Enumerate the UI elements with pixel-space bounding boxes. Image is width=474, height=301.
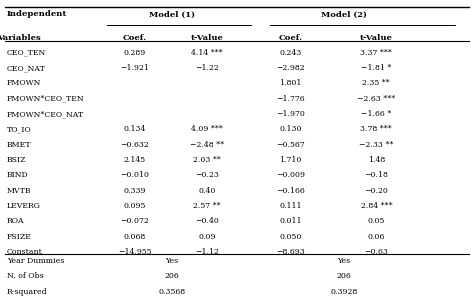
- Text: 0.011: 0.011: [279, 217, 301, 225]
- Text: −1.81 *: −1.81 *: [361, 64, 392, 72]
- Text: 4.14 ***: 4.14 ***: [191, 49, 223, 57]
- Text: ROA: ROA: [7, 217, 25, 225]
- Text: Model (1): Model (1): [149, 10, 195, 18]
- Text: −1.66 *: −1.66 *: [361, 110, 392, 118]
- Text: 0.40: 0.40: [198, 187, 216, 195]
- Text: 206: 206: [164, 272, 179, 280]
- Text: Variables: Variables: [0, 34, 41, 42]
- Text: 1.801: 1.801: [279, 79, 301, 87]
- Text: CEO_TEN: CEO_TEN: [7, 49, 46, 57]
- Text: Coef.: Coef.: [123, 34, 147, 42]
- Text: −0.567: −0.567: [276, 141, 305, 149]
- Text: 2.35 **: 2.35 **: [363, 79, 390, 87]
- Text: −8.693: −8.693: [276, 248, 305, 256]
- Text: 2.145: 2.145: [124, 156, 146, 164]
- Text: −0.23: −0.23: [195, 172, 219, 179]
- Text: N. of Obs: N. of Obs: [7, 272, 44, 280]
- Text: 0.111: 0.111: [279, 202, 301, 210]
- Text: LEVERG: LEVERG: [7, 202, 41, 210]
- Text: 2.03 **: 2.03 **: [193, 156, 221, 164]
- Text: 0.068: 0.068: [124, 233, 146, 241]
- Text: Year Dummies: Year Dummies: [7, 257, 64, 265]
- Text: FMOWN*CEO_NAT: FMOWN*CEO_NAT: [7, 110, 84, 118]
- Text: FMOWN: FMOWN: [7, 79, 41, 87]
- Text: 1.710: 1.710: [279, 156, 301, 164]
- Text: FMOWN*CEO_TEN: FMOWN*CEO_TEN: [7, 95, 85, 103]
- Text: 0.09: 0.09: [198, 233, 216, 241]
- Text: Yes: Yes: [337, 257, 350, 265]
- Text: BIND: BIND: [7, 172, 29, 179]
- Text: 206: 206: [337, 272, 351, 280]
- Text: −2.63 ***: −2.63 ***: [357, 95, 395, 103]
- Text: −1.12: −1.12: [195, 248, 219, 256]
- Text: −0.072: −0.072: [120, 217, 149, 225]
- Text: CEO_NAT: CEO_NAT: [7, 64, 46, 72]
- Text: Independent: Independent: [7, 10, 67, 18]
- Text: MVTB: MVTB: [7, 187, 32, 195]
- Text: 3.78 ***: 3.78 ***: [361, 126, 392, 133]
- Text: −2.33 **: −2.33 **: [359, 141, 393, 149]
- Text: Yes: Yes: [165, 257, 179, 265]
- Text: 0.243: 0.243: [279, 49, 301, 57]
- Text: −0.166: −0.166: [276, 187, 305, 195]
- Text: 0.3928: 0.3928: [330, 287, 357, 296]
- Text: 0.06: 0.06: [368, 233, 385, 241]
- Text: −0.20: −0.20: [365, 187, 388, 195]
- Text: −2.982: −2.982: [276, 64, 305, 72]
- Text: −2.48 **: −2.48 **: [190, 141, 224, 149]
- Text: 0.289: 0.289: [124, 49, 146, 57]
- Text: 0.05: 0.05: [368, 217, 385, 225]
- Text: −1.921: −1.921: [120, 64, 149, 72]
- Text: t-Value: t-Value: [191, 34, 223, 42]
- Text: Constant: Constant: [7, 248, 43, 256]
- Text: Coef.: Coef.: [278, 34, 302, 42]
- Text: R-squared: R-squared: [7, 287, 48, 296]
- Text: 1.48: 1.48: [368, 156, 385, 164]
- Text: −0.40: −0.40: [195, 217, 219, 225]
- Text: −1.776: −1.776: [276, 95, 305, 103]
- Text: −0.632: −0.632: [120, 141, 149, 149]
- Text: −0.010: −0.010: [120, 172, 149, 179]
- Text: 0.095: 0.095: [124, 202, 146, 210]
- Text: −0.18: −0.18: [365, 172, 388, 179]
- Text: Model (2): Model (2): [321, 10, 367, 18]
- Text: 2.84 ***: 2.84 ***: [361, 202, 392, 210]
- Text: −0.009: −0.009: [276, 172, 305, 179]
- Text: BSIZ: BSIZ: [7, 156, 27, 164]
- Text: 0.339: 0.339: [124, 187, 146, 195]
- Text: −1.22: −1.22: [195, 64, 219, 72]
- Text: 4.09 ***: 4.09 ***: [191, 126, 223, 133]
- Text: t-Value: t-Value: [360, 34, 393, 42]
- Text: −1.970: −1.970: [276, 110, 305, 118]
- Text: FSIZE: FSIZE: [7, 233, 32, 241]
- Text: 2.57 **: 2.57 **: [193, 202, 220, 210]
- Text: −14.955: −14.955: [118, 248, 152, 256]
- Text: TO_IO: TO_IO: [7, 126, 32, 133]
- Text: 0.3568: 0.3568: [158, 287, 185, 296]
- Text: 0.050: 0.050: [279, 233, 301, 241]
- Text: 0.130: 0.130: [279, 126, 301, 133]
- Text: 0.134: 0.134: [124, 126, 146, 133]
- Text: −0.63: −0.63: [365, 248, 388, 256]
- Text: 3.37 ***: 3.37 ***: [360, 49, 392, 57]
- Text: BMET: BMET: [7, 141, 32, 149]
